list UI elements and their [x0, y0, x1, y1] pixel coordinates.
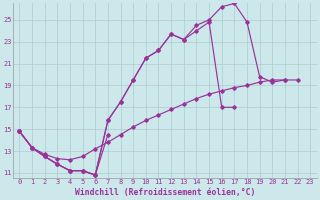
- X-axis label: Windchill (Refroidissement éolien,°C): Windchill (Refroidissement éolien,°C): [75, 188, 255, 197]
